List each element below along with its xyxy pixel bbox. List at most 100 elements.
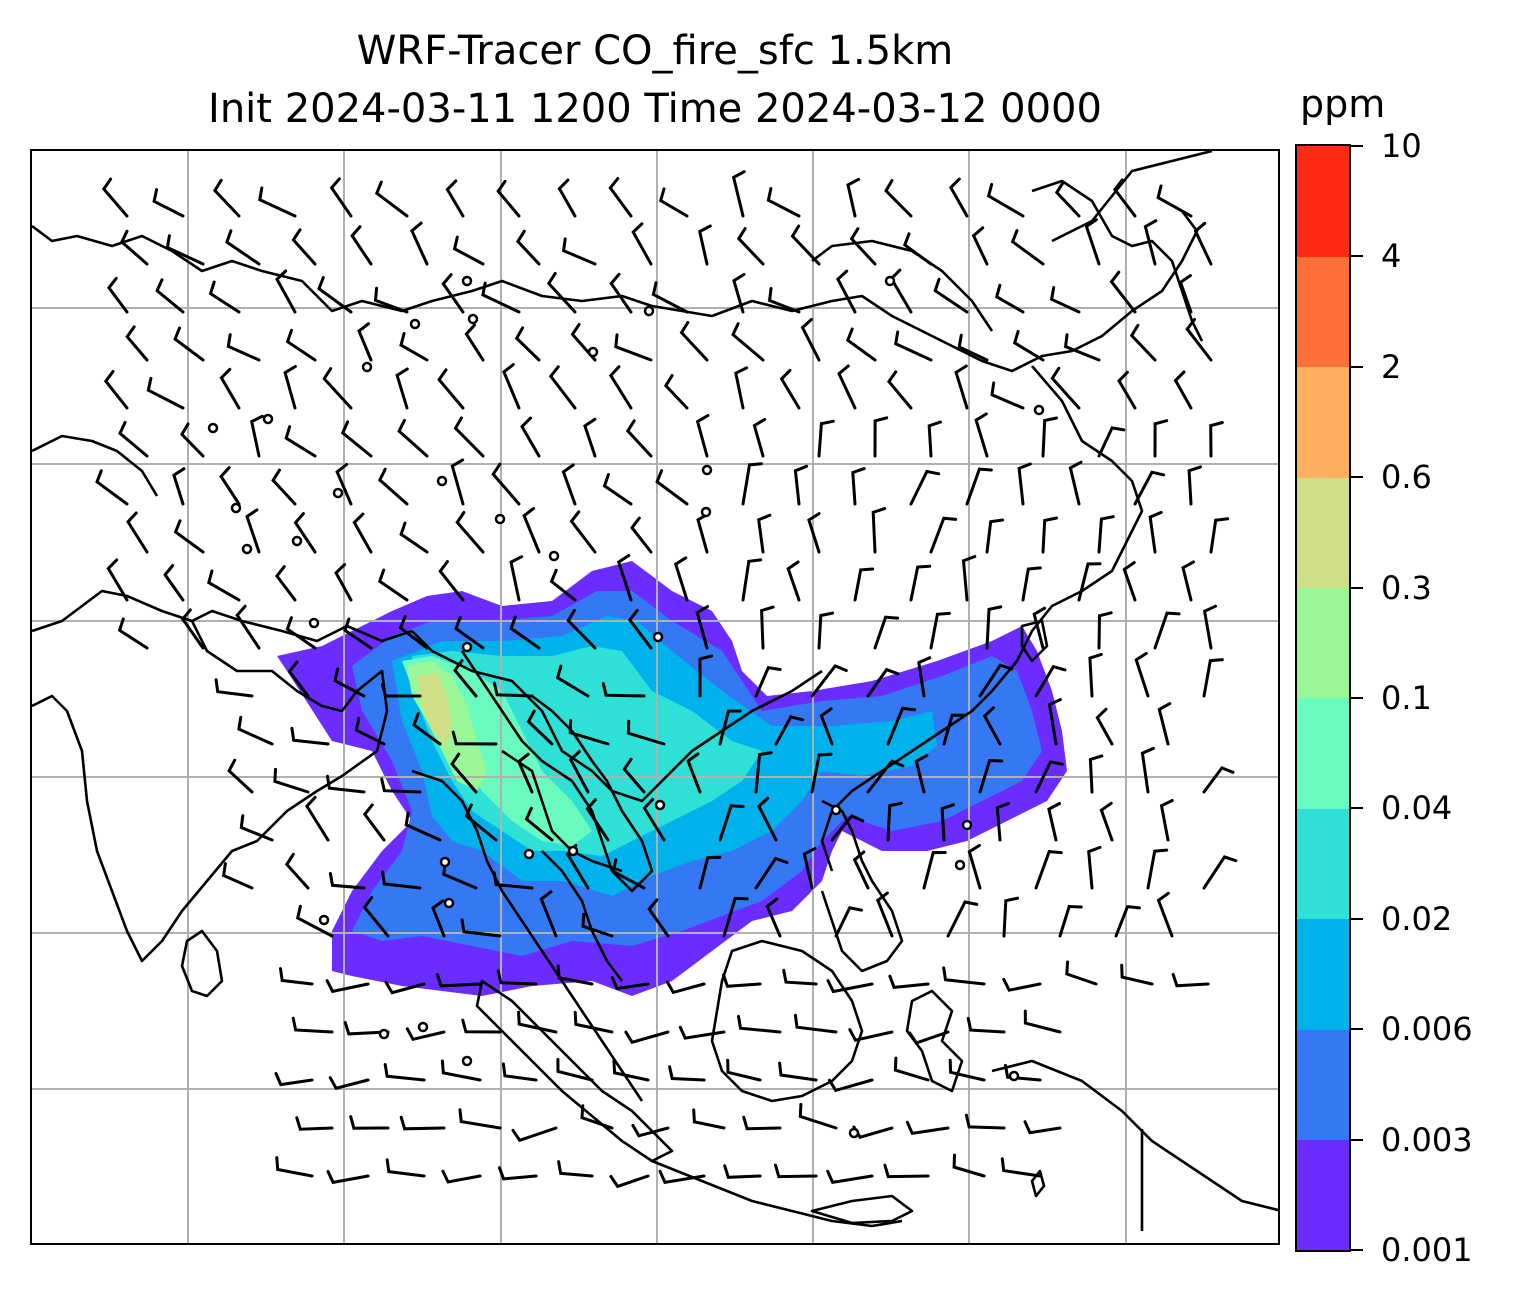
wind-barb xyxy=(568,719,610,746)
wind-barb xyxy=(1097,515,1115,554)
wind-barb xyxy=(450,458,465,506)
wind-barb xyxy=(737,1014,782,1034)
station-marker xyxy=(701,464,713,476)
colorbar-tick xyxy=(1351,917,1363,920)
colorbar xyxy=(1295,144,1351,1252)
wind-barb xyxy=(966,1016,1006,1034)
wind-barb xyxy=(373,286,409,314)
wind-barb xyxy=(95,469,129,506)
wind-barb xyxy=(451,730,498,746)
wind-barb xyxy=(678,1025,726,1040)
wind-barb xyxy=(460,918,502,938)
wind-barb xyxy=(616,554,633,602)
wind-barb xyxy=(377,467,409,506)
taiwan-coast xyxy=(1020,619,1049,663)
gulf-of-thailand xyxy=(541,850,624,982)
station-marker xyxy=(318,914,330,926)
colorbar-segment xyxy=(1297,477,1349,589)
wind-barb xyxy=(741,462,763,506)
sri-lanka-coastline xyxy=(180,929,224,998)
wind-barb xyxy=(978,663,1014,698)
wind-barb xyxy=(516,752,534,794)
wind-barb xyxy=(601,682,646,698)
wind-barb xyxy=(377,568,409,602)
wind-barb xyxy=(642,797,666,842)
wind-barb xyxy=(957,333,989,362)
wind-barb xyxy=(180,422,205,458)
wind-barb xyxy=(556,964,594,986)
wind-barb xyxy=(213,178,241,218)
wind-barb xyxy=(404,811,442,842)
wind-barb xyxy=(581,912,614,938)
wind-barb xyxy=(889,268,913,314)
station-marker xyxy=(700,506,712,518)
wind-barb xyxy=(826,1169,874,1184)
wind-barb xyxy=(1181,560,1195,602)
wind-barb xyxy=(395,367,409,410)
wind-barb xyxy=(658,187,689,218)
wind-barb xyxy=(412,712,442,746)
wind-barb xyxy=(948,1058,986,1082)
wind-barb xyxy=(626,719,666,746)
wind-barb xyxy=(873,416,889,458)
wind-barb xyxy=(908,1030,950,1045)
wind-barb xyxy=(1133,470,1166,506)
wind-barb xyxy=(208,280,241,314)
wind-barb xyxy=(291,228,317,266)
wind-barb xyxy=(933,277,969,314)
wind-barb xyxy=(967,843,982,890)
colorbar-segment xyxy=(1297,146,1349,257)
wind-barb xyxy=(624,1030,670,1045)
wind-barb xyxy=(886,801,903,842)
wind-barb xyxy=(509,555,524,602)
wind-barb xyxy=(852,1125,894,1139)
wind-barb xyxy=(1068,460,1083,506)
wind-barb xyxy=(757,513,772,554)
wind-barb xyxy=(609,272,633,314)
wind-barb xyxy=(782,968,818,986)
wind-barb xyxy=(275,269,297,314)
station-marker xyxy=(262,413,274,425)
wind-barb xyxy=(1114,904,1141,938)
wind-barb xyxy=(569,510,597,554)
wind-barb xyxy=(798,1102,838,1130)
wind-barb xyxy=(722,973,762,988)
wind-barb xyxy=(1140,746,1155,794)
wind-barb xyxy=(927,420,942,458)
wind-barb xyxy=(570,322,597,362)
wind-barb xyxy=(754,666,782,698)
wind-barb xyxy=(982,706,1002,746)
station-marker xyxy=(654,799,666,811)
wind-barb xyxy=(742,1115,782,1131)
wind-barb xyxy=(741,558,763,602)
wind-barb xyxy=(410,221,429,266)
wind-barb xyxy=(509,615,541,650)
wind-barb xyxy=(1153,611,1181,650)
new-guinea-coast xyxy=(991,1059,1278,1212)
wind-barb xyxy=(760,605,775,650)
wind-barb xyxy=(723,1164,762,1179)
wind-barb xyxy=(1209,517,1230,554)
wind-barb xyxy=(101,177,129,218)
wind-barb xyxy=(561,237,597,266)
wind-barb xyxy=(173,326,205,362)
wind-barb xyxy=(731,322,765,362)
indochina-coast xyxy=(411,769,644,1102)
wind-barb xyxy=(1034,760,1064,794)
wind-barb xyxy=(985,518,1005,554)
station-marker xyxy=(332,487,344,499)
wind-barb xyxy=(580,1104,614,1130)
wind-barb xyxy=(1202,604,1217,650)
wind-barb xyxy=(786,560,801,602)
wind-barb xyxy=(1004,1063,1042,1082)
wind-barb xyxy=(226,333,261,362)
coastlines xyxy=(32,151,1278,1231)
wind-barb xyxy=(496,969,538,986)
wind-barb xyxy=(986,182,1025,218)
station-marker xyxy=(436,475,448,487)
colorbar-segment xyxy=(1297,256,1349,368)
wind-barb xyxy=(511,1126,558,1143)
wind-barb xyxy=(271,468,297,506)
wind-barb xyxy=(819,707,834,746)
wind-barb xyxy=(103,370,129,410)
